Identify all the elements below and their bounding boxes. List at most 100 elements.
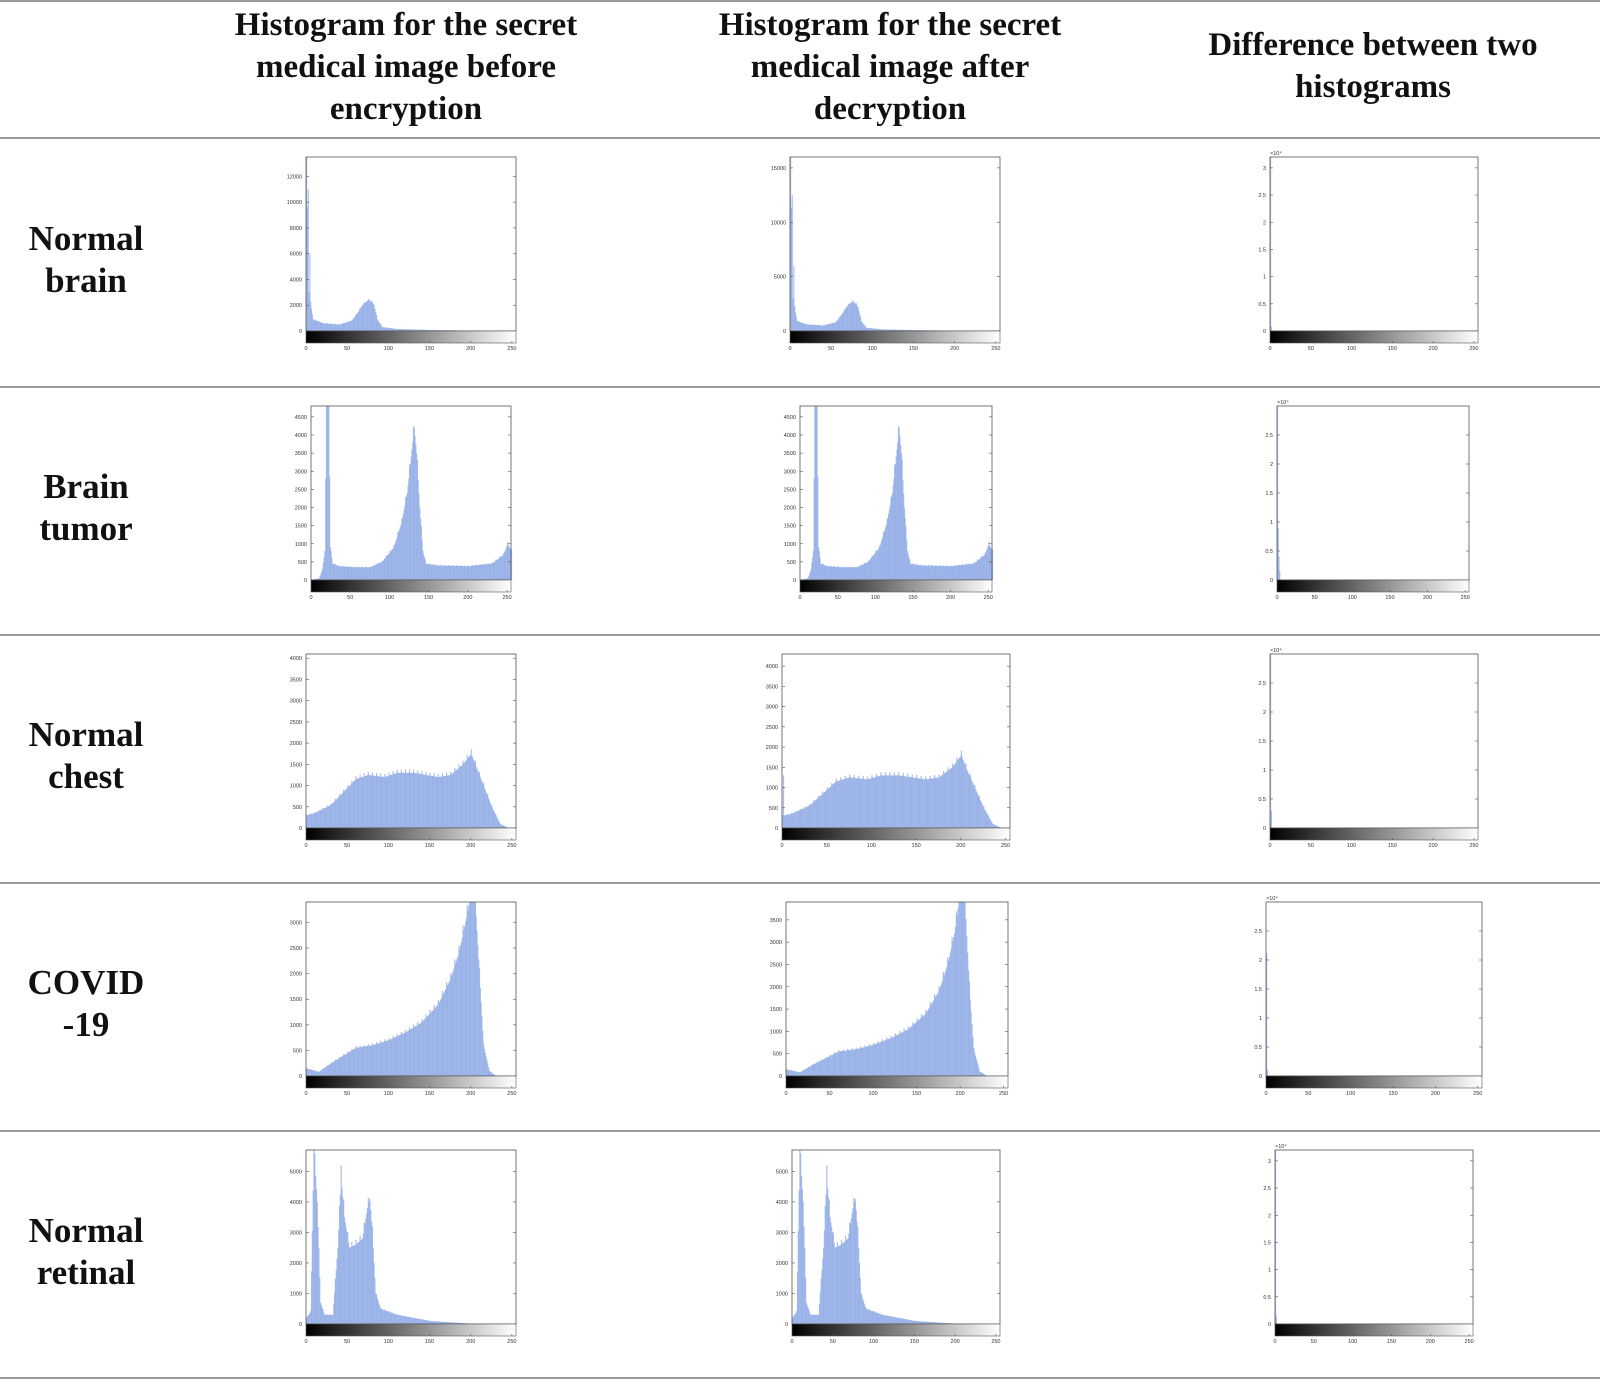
histogram-bar <box>961 902 964 1076</box>
histogram-bar <box>956 914 958 1076</box>
histogram-bar <box>387 775 389 828</box>
histogram-bar <box>940 776 942 828</box>
histogram-bar <box>886 775 888 828</box>
histogram-bar <box>333 324 335 331</box>
y-tick-label: 3 <box>1263 166 1266 172</box>
histogram-bar <box>439 565 441 580</box>
row-label-line: COVID <box>27 963 145 1002</box>
histogram-bar <box>492 810 495 828</box>
histogram-bar <box>923 1321 925 1324</box>
x-tick-label: 250 <box>507 1091 516 1097</box>
histogram-bar <box>843 309 845 331</box>
histogram-bar <box>410 1028 412 1076</box>
histogram-bar <box>963 564 965 580</box>
histogram-bar <box>824 1058 826 1076</box>
histogram-bar <box>478 959 480 1076</box>
histogram-bar <box>797 811 799 828</box>
histogram-bar <box>351 1048 353 1076</box>
histogram-bar <box>422 1319 424 1324</box>
histogram-bar <box>377 1301 379 1324</box>
histogram-bar <box>410 329 412 331</box>
histogram-bar <box>397 772 399 828</box>
histogram-bar <box>357 778 359 828</box>
x-tick-label: 100 <box>871 595 880 601</box>
histogram-bar <box>985 550 988 580</box>
histogram-bar <box>920 564 922 580</box>
histogram-bar <box>953 565 955 580</box>
histogram-bar <box>830 323 832 331</box>
histogram-bar <box>347 566 349 580</box>
histogram-bar <box>901 329 903 331</box>
histogram-bar <box>427 1015 430 1076</box>
histogram-bar <box>900 329 902 331</box>
histogram-bar <box>854 1049 856 1076</box>
histogram-bar <box>898 772 900 828</box>
histogram-bar <box>815 799 818 828</box>
histogram-bar <box>330 323 332 331</box>
histogram-bar <box>420 518 422 581</box>
histogram-bar <box>990 820 992 828</box>
histogram-bar <box>929 1001 931 1076</box>
histogram-bar <box>856 778 858 828</box>
histogram-bar <box>328 805 330 828</box>
histogram-bar <box>402 329 404 331</box>
histogram-bar <box>975 1058 978 1076</box>
histogram-bar <box>392 1312 394 1324</box>
histogram-bar <box>900 775 902 828</box>
histogram-bar <box>358 1047 360 1076</box>
histogram-bar <box>365 302 367 331</box>
histogram-bar <box>320 322 322 331</box>
histogram-bar <box>394 1314 397 1324</box>
histogram-bar <box>931 778 933 828</box>
x-tick-label: 0 <box>304 1091 307 1097</box>
histogram-bar <box>983 555 985 580</box>
histogram-bar <box>449 1322 451 1324</box>
histogram-bar <box>946 1323 948 1324</box>
histogram-bar <box>434 1007 436 1076</box>
histogram-bar <box>979 558 981 580</box>
histogram-bar <box>827 566 829 580</box>
histogram-bar <box>464 566 466 580</box>
histogram-bar <box>930 1321 932 1324</box>
histogram-bar <box>507 541 509 580</box>
histogram-bar <box>340 566 342 580</box>
histogram-bar <box>349 566 351 580</box>
histogram-bar <box>826 565 828 580</box>
histogram-bar <box>858 775 860 828</box>
histogram-bar <box>485 564 487 580</box>
histogram-bar <box>826 324 828 331</box>
histogram-bar <box>915 777 917 828</box>
histogram-bar <box>331 558 333 580</box>
histogram-bar <box>335 564 337 580</box>
histogram-bar <box>382 1041 384 1076</box>
histogram-bar <box>423 774 425 828</box>
histogram-bar <box>973 563 976 580</box>
histogram-bar <box>850 302 853 331</box>
histogram-bar <box>362 1046 364 1076</box>
histogram-bar <box>499 556 501 580</box>
histogram-bar <box>818 547 820 581</box>
histogram-bar <box>350 784 352 828</box>
histogram-bar <box>825 565 827 580</box>
histogram-bar <box>474 902 476 1076</box>
histogram-bar <box>806 578 808 580</box>
histogram-bar <box>934 565 936 580</box>
histogram-bar <box>380 325 383 331</box>
histogram-bar <box>456 565 458 580</box>
histogram-bar <box>389 1312 391 1324</box>
histogram-bar <box>412 1317 414 1324</box>
histogram-bar <box>902 1318 904 1324</box>
histogram-bar <box>799 322 801 331</box>
histogram-bar <box>887 775 889 828</box>
histogram-bar <box>334 563 336 580</box>
histogram-bar <box>348 1052 350 1076</box>
histogram-bar <box>455 770 457 828</box>
histogram-bar <box>806 1068 808 1076</box>
histogram-bar <box>832 566 834 580</box>
histogram-bar <box>926 1321 928 1324</box>
histogram-bar <box>366 1208 369 1324</box>
histogram-bar <box>380 773 382 828</box>
